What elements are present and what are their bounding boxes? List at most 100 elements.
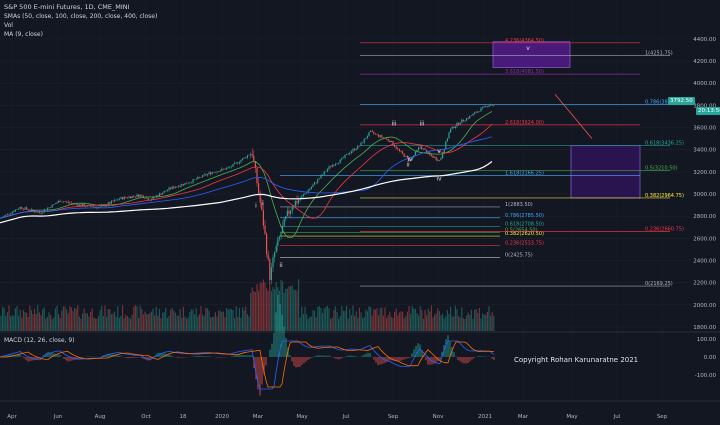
candle-body [10,213,12,215]
volume-bar [122,305,124,331]
candle-body [422,148,424,150]
volume-bar [147,314,149,331]
volume-bar [42,309,44,331]
candle-body [363,138,365,143]
candle-body [250,154,252,155]
volume-bar [493,315,495,331]
candle-body [120,197,122,199]
candle-body [328,166,330,170]
volume-bar [200,306,202,331]
volume-bar [395,308,397,331]
macd-histogram-bar [109,354,111,357]
candle-body [144,197,146,199]
price-tick-label: 3000.00 [693,192,716,198]
candle-body [381,135,383,138]
macd-histogram-bar [161,353,163,357]
volume-bar [94,318,96,331]
macd-histogram-bar [31,357,33,361]
candle-body [69,202,71,204]
volume-bar [422,318,424,331]
vol-legend[interactable]: Vol [4,22,13,29]
candle-body [314,182,316,185]
volume-bar [270,291,272,331]
volume-bar [85,313,87,331]
wave-label: iv [436,176,442,183]
candle-body [379,135,381,137]
candle-body [274,252,276,258]
candle-body [342,157,344,159]
candle-body [339,159,341,163]
macd-histogram-bar [423,355,425,357]
price-axis[interactable]: 1800.00 2000.00 2200.00 2400.00 2600.00 2800.… [693,37,716,331]
macd-histogram-bar [195,356,197,357]
volume-bar [486,311,488,331]
candle-body [309,188,311,191]
volume-bar [411,306,413,331]
macd-histogram-bar [413,349,415,357]
volume-bar [418,315,420,331]
macd-histogram-bar [243,355,245,357]
volume-bar [165,307,167,331]
volume-bar [141,309,143,331]
candle-body [374,133,376,135]
candle-body [430,154,432,156]
volume-bar [2,306,4,331]
candle-body [464,120,466,122]
macd-histogram-bar [233,355,235,357]
volume-bar [286,288,288,331]
volume-bar [10,316,12,331]
macd-histogram-bar [63,357,65,359]
volume-bar [150,311,152,331]
volume-bar [475,309,477,331]
volume-bar [453,316,455,331]
macd-histogram-bar [179,357,181,358]
volume-bar [285,288,287,331]
volume-bar [318,306,320,331]
candle-body [22,208,24,210]
candle-body [117,199,119,201]
volume-bar [112,313,114,331]
volume-bar [168,315,170,331]
candle-body [320,175,322,179]
volume-bar [26,312,28,331]
candle-body [461,119,463,124]
volume-bar [290,286,292,331]
candle-body [222,168,224,170]
volume-bar [259,282,261,331]
last-time-tag: 20:13:56 [696,107,720,115]
candle-body [80,204,82,207]
time-axis[interactable]: Apr Jun Aug Oct 18 2020 Mar May Jul Sep Nov 2021 Mar… [7,414,667,420]
macd-histogram-bar [401,357,403,361]
candle-body [354,149,356,150]
volume-bar [446,310,448,331]
time-tick-label: Nov [433,414,444,420]
volume-bar [384,307,386,331]
volume-bar [459,317,461,331]
time-tick-label: May [296,414,308,420]
volume-bar [222,311,224,331]
candle-body [318,178,320,180]
fib-level-label: 0.618(2708.50) [505,221,544,227]
macd-legend[interactable]: MACD (12, 26, close, 9) [4,337,75,344]
volume-bar [416,313,418,331]
volume-bar [32,313,34,331]
ma-legend[interactable]: MA (9, close) [4,31,43,38]
volume-bar [491,312,493,331]
volume-bar [194,314,196,331]
candle-body [208,172,210,174]
volume-bar [325,306,327,331]
volume-bar [464,318,466,331]
candle-body [197,177,199,180]
candle-body [392,141,394,146]
macd-histogram-bar [415,345,417,357]
candle-body [139,194,141,197]
volume-bar [101,305,103,331]
macd-histogram-bar [393,357,395,361]
candle-body [136,194,138,197]
volume-bar [90,311,92,331]
candle-body [394,145,396,147]
sma-legend[interactable]: SMAs (50, close, 100, close, 200, close,… [4,13,158,20]
macd-histogram-bar [385,357,387,363]
volume-bar [62,306,64,331]
volume-bar [246,314,248,331]
